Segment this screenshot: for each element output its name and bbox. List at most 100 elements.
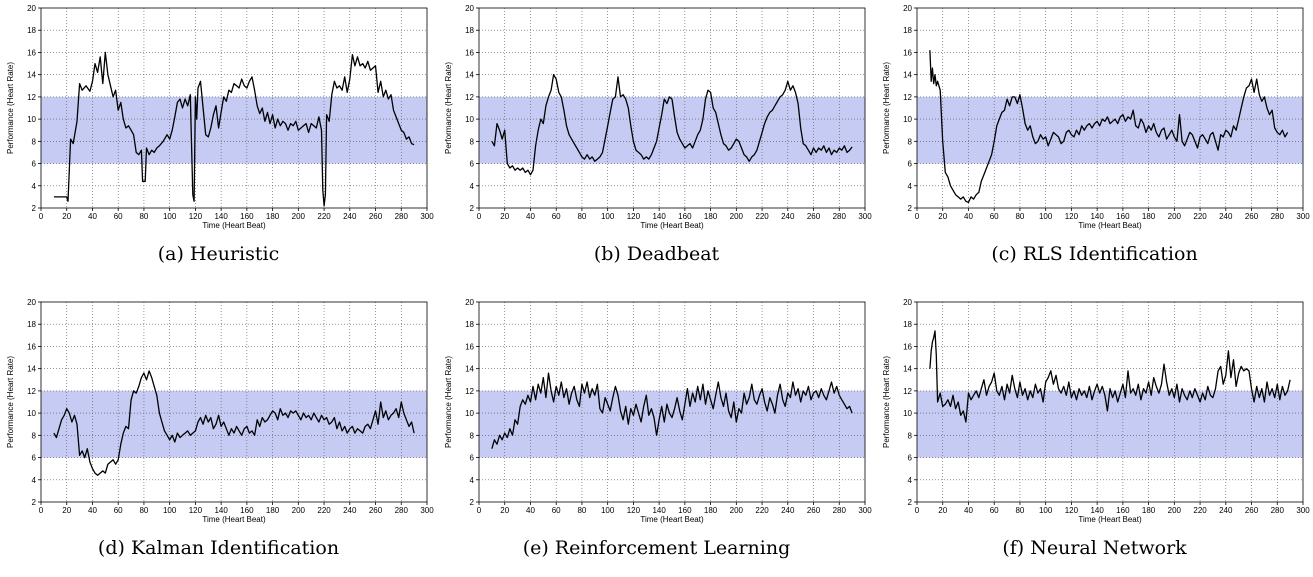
x-tick-label: 140: [214, 212, 228, 221]
panel-rls-identification: 0 20 40 60 80 100 120 140 160 180 200 220 240 260 280 3…: [876, 0, 1313, 283]
x-tick-label: 80: [577, 212, 586, 221]
panel-kalman-identification: 0 20 40 60 80 100 120 140 160 180 200 220 240 260 280 3…: [0, 294, 437, 577]
x-tick-label: 300: [420, 506, 434, 515]
x-tick-label: 280: [833, 506, 847, 515]
y-tick-label: 16: [27, 48, 36, 57]
x-tick-label: 80: [139, 506, 148, 515]
y-tick-label: 4: [32, 476, 37, 485]
target-band: [41, 390, 427, 458]
x-tick-label: 180: [1142, 212, 1156, 221]
chart-heuristic: 0 20 40 60 80 100 120 140 160 180 200 220 240 260 280 3…: [6, 4, 434, 230]
y-tick-label: 10: [903, 115, 912, 124]
x-axis-label: Time (Heart Beat): [640, 221, 704, 230]
x-tick-label: 60: [552, 212, 561, 221]
x-tick-label: 40: [964, 506, 973, 515]
y-axis-label: Performance (Heart Rate): [444, 356, 453, 448]
x-tick-label: 80: [1015, 212, 1024, 221]
plot-frame: [916, 7, 1304, 209]
series-line: [53, 370, 415, 476]
x-tick-label: 120: [627, 506, 641, 515]
x-tick-label: 80: [1015, 506, 1024, 515]
y-tick-label: 20: [903, 298, 912, 307]
chart-reinforcement-learning: 0 20 40 60 80 100 120 140 160 180 200 220 240 260 280 3…: [444, 298, 872, 524]
x-tick-label: 140: [1090, 212, 1104, 221]
x-tick-label: 280: [1271, 212, 1285, 221]
y-tick-label: 14: [903, 71, 912, 80]
series-line: [491, 74, 853, 176]
y-tick-label: 2: [908, 204, 913, 213]
y-axis-label: Performance (Heart Rate): [6, 62, 15, 154]
y-tick-label: 12: [27, 387, 36, 396]
caption-neural-network: (f) Neural Network: [1002, 537, 1187, 559]
y-tick-label: 20: [465, 4, 474, 13]
y-tick-label: 8: [32, 431, 37, 440]
x-axis-label: Time (Heart Beat): [202, 515, 266, 524]
x-tick-label: 100: [601, 506, 615, 515]
x-tick-label: 280: [395, 506, 409, 515]
x-tick-label: 200: [292, 212, 306, 221]
series-line: [53, 51, 415, 207]
series-line: [929, 50, 1289, 204]
y-tick-label: 18: [903, 26, 912, 35]
y-tick-label: 12: [903, 93, 912, 102]
y-tick-label: 6: [470, 454, 475, 463]
y-tick-label: 2: [32, 204, 37, 213]
x-tick-label: 300: [420, 212, 434, 221]
x-tick-label: 200: [1168, 212, 1182, 221]
target-band: [917, 390, 1303, 458]
x-axis-label: Time (Heart Beat): [640, 515, 704, 524]
caption-deadbeat: (b) Deadbeat: [593, 243, 720, 265]
x-tick-label: 200: [1168, 506, 1182, 515]
x-tick-label: 180: [266, 506, 280, 515]
x-tick-label: 40: [88, 212, 97, 221]
x-tick-label: 240: [781, 212, 795, 221]
x-tick-label: 240: [1219, 506, 1233, 515]
series-line: [491, 372, 853, 449]
x-tick-label: 80: [139, 212, 148, 221]
y-tick-label: 6: [32, 160, 37, 169]
panel-heuristic: 0 20 40 60 80 100 120 140 160 180 200 220 240 260 280 3…: [0, 0, 437, 283]
y-tick-label: 16: [465, 48, 474, 57]
x-axis-label: Time (Heart Beat): [1078, 221, 1142, 230]
x-tick-label: 200: [730, 506, 744, 515]
x-tick-label: 120: [189, 212, 203, 221]
x-tick-label: 80: [577, 506, 586, 515]
y-tick-label: 12: [903, 387, 912, 396]
x-tick-label: 300: [1296, 212, 1310, 221]
y-tick-label: 4: [470, 182, 475, 191]
target-band: [479, 96, 865, 164]
x-tick-label: 40: [964, 212, 973, 221]
y-tick-label: 4: [32, 182, 37, 191]
y-axis-label: Performance (Heart Rate): [6, 356, 15, 448]
x-tick-label: 120: [189, 506, 203, 515]
x-tick-label: 20: [500, 212, 509, 221]
y-tick-label: 10: [27, 409, 36, 418]
y-tick-label: 4: [470, 476, 475, 485]
chart-kalman-identification: 0 20 40 60 80 100 120 140 160 180 200 220 240 260 280 3…: [6, 298, 434, 524]
y-tick-label: 8: [908, 137, 913, 146]
y-tick-label: 18: [465, 26, 474, 35]
y-tick-label: 2: [470, 498, 475, 507]
x-tick-label: 280: [1271, 506, 1285, 515]
y-tick-label: 18: [903, 320, 912, 329]
x-tick-label: 160: [240, 212, 254, 221]
y-tick-label: 8: [470, 431, 475, 440]
x-tick-label: 260: [807, 212, 821, 221]
caption-reinforcement-learning: (e) Reinforcement Learning: [522, 537, 791, 559]
x-tick-label: 160: [1116, 212, 1130, 221]
x-tick-label: 140: [1090, 506, 1104, 515]
y-tick-label: 12: [465, 387, 474, 396]
y-tick-label: 14: [27, 365, 36, 374]
x-tick-label: 240: [343, 506, 357, 515]
x-tick-label: 0: [39, 506, 44, 515]
y-tick-label: 16: [27, 342, 36, 351]
y-tick-label: 14: [465, 71, 474, 80]
y-axis-label: Performance (Heart Rate): [882, 62, 891, 154]
x-tick-label: 0: [477, 212, 482, 221]
y-tick-label: 10: [27, 115, 36, 124]
x-tick-label: 220: [1193, 212, 1207, 221]
series-line: [929, 330, 1291, 423]
x-tick-label: 260: [1245, 212, 1259, 221]
y-axis-label: Performance (Heart Rate): [882, 356, 891, 448]
